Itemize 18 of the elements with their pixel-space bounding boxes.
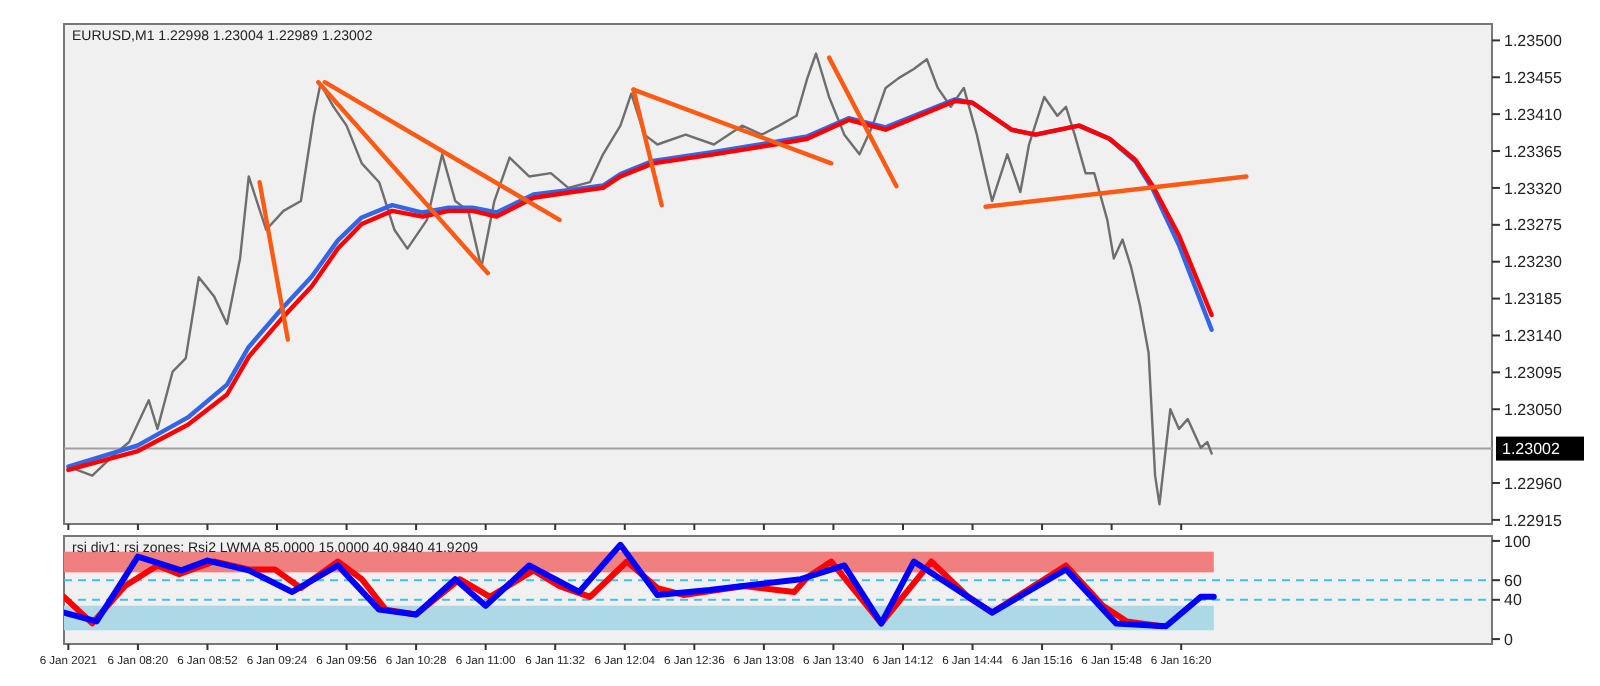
y-tick-label: 40 bbox=[1504, 591, 1523, 610]
ref-line-label: 1.23002 bbox=[1502, 440, 1561, 459]
y-tick-label: 100 bbox=[1504, 532, 1532, 551]
y-tick-label: 0 bbox=[1504, 630, 1514, 649]
y-tick-label: 1.23365 bbox=[1504, 142, 1563, 161]
y-tick-label: 1.23455 bbox=[1504, 68, 1563, 87]
y-tick-label: 1.23185 bbox=[1504, 290, 1563, 309]
y-tick-label: 1.22915 bbox=[1504, 511, 1563, 530]
y-tick-label: 1.23275 bbox=[1504, 216, 1563, 235]
y-tick-label: 1.23230 bbox=[1504, 253, 1563, 272]
y-tick-label: 1.23410 bbox=[1504, 105, 1563, 124]
y-tick-label: 1.23140 bbox=[1504, 327, 1563, 346]
y-tick-label: 1.23500 bbox=[1504, 31, 1563, 50]
y-tick-label: 1.23320 bbox=[1504, 179, 1563, 198]
y-tick-label: 1.23095 bbox=[1504, 363, 1563, 382]
y-tick-label: 1.23050 bbox=[1504, 400, 1563, 419]
y-tick-label: 60 bbox=[1504, 571, 1523, 590]
y-tick-label: 1.22960 bbox=[1504, 474, 1563, 493]
